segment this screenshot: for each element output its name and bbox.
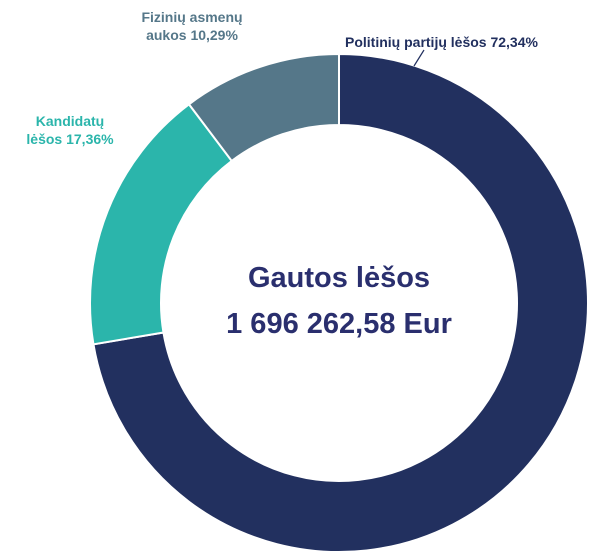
category: Politinių partijų lėšos [345, 34, 487, 50]
value-label: 10,29% [190, 27, 238, 43]
center-value: 1 696 262,58 Eur [226, 308, 452, 340]
category: Kandidatų lėšos [26, 113, 105, 147]
value-label: 72,34% [490, 34, 538, 50]
category: Fizinių asmenų aukos [141, 9, 243, 43]
value-label: 17,36% [66, 131, 114, 147]
slice [92, 52, 589, 552]
slice [187, 52, 340, 163]
slice-label: Kandidatų lėšos 17,36% [20, 112, 120, 148]
leader-line [413, 49, 425, 67]
slice-label: Fizinių asmenų aukos 10,29% [132, 8, 252, 44]
slices [89, 52, 589, 552]
slice-label: Politinių partijų lėšos 72,34% [345, 33, 538, 51]
center-title: Gautos lėšos [248, 262, 430, 294]
